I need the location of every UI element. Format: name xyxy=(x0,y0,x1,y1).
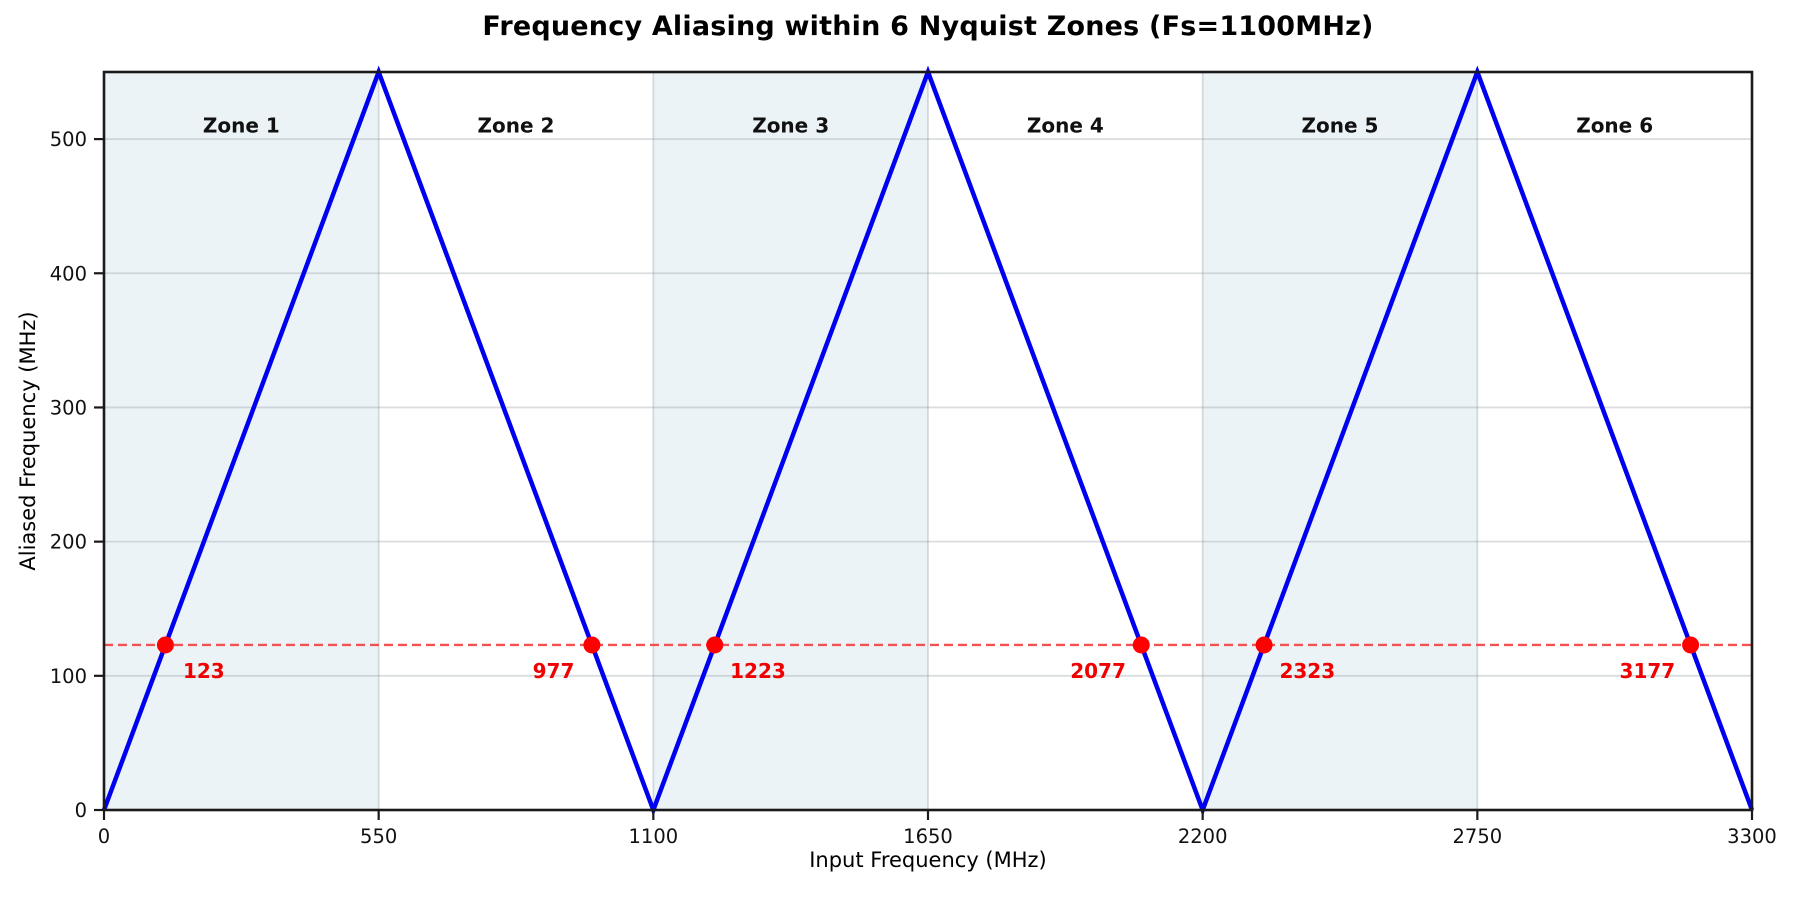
marker-dot-2077 xyxy=(1132,636,1150,654)
x-tick-label: 2750 xyxy=(1453,825,1503,848)
x-tick-label: 1650 xyxy=(903,825,953,848)
marker-dot-2323 xyxy=(1255,636,1273,654)
marker-dot-123 xyxy=(156,636,174,654)
zone-label-4: Zone 4 xyxy=(1027,114,1104,138)
zone-label-2: Zone 2 xyxy=(478,114,555,138)
marker-dot-977 xyxy=(583,636,601,654)
x-tick-label: 3300 xyxy=(1727,825,1777,848)
y-axis-label: Aliased Frequency (MHz) xyxy=(16,311,40,571)
zone-label-5: Zone 5 xyxy=(1302,114,1379,138)
zone-label-6: Zone 6 xyxy=(1576,114,1653,138)
x-tick-label: 2200 xyxy=(1178,825,1228,848)
y-tick-label: 0 xyxy=(75,799,87,822)
y-tick-label: 300 xyxy=(50,396,87,419)
zone-label-1: Zone 1 xyxy=(203,114,280,138)
marker-label-2323: 2323 xyxy=(1279,659,1335,683)
y-tick-label: 500 xyxy=(50,128,87,151)
marker-dot-3177 xyxy=(1682,636,1700,654)
y-tick-label: 200 xyxy=(50,531,87,554)
marker-dot-1223 xyxy=(706,636,724,654)
marker-label-123: 123 xyxy=(183,659,225,683)
y-tick-label: 100 xyxy=(50,665,87,688)
y-tick-label: 400 xyxy=(50,262,87,285)
x-tick-label: 1100 xyxy=(629,825,679,848)
zone-label-3: Zone 3 xyxy=(752,114,829,138)
marker-label-1223: 1223 xyxy=(730,659,786,683)
x-tick-label: 0 xyxy=(98,825,110,848)
x-axis-label: Input Frequency (MHz) xyxy=(809,848,1047,872)
chart-title: Frequency Aliasing within 6 Nyquist Zone… xyxy=(482,11,1374,42)
marker-label-2077: 2077 xyxy=(1070,659,1126,683)
marker-label-977: 977 xyxy=(533,659,575,683)
marker-label-3177: 3177 xyxy=(1620,659,1676,683)
x-tick-label: 550 xyxy=(360,825,397,848)
